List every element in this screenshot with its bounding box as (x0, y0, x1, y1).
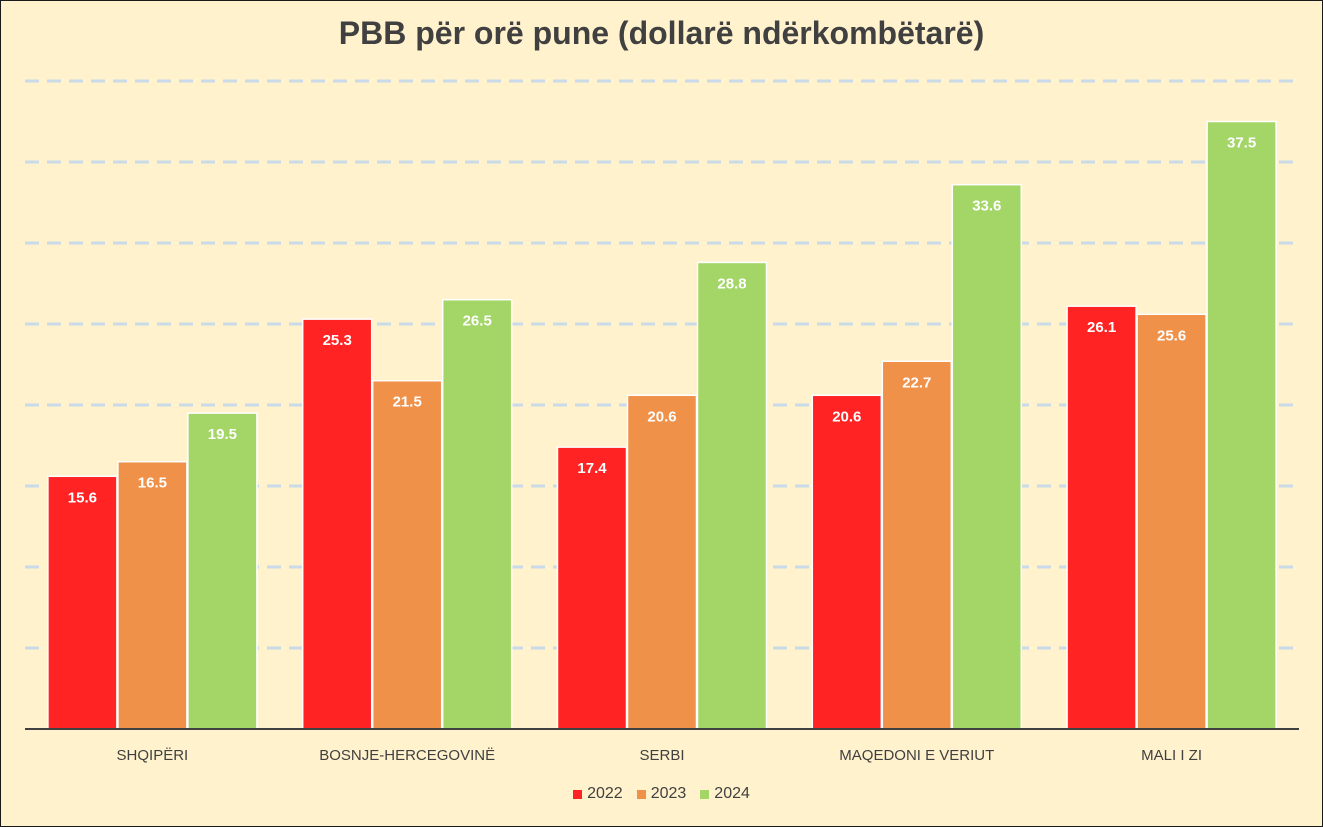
data-label: 37.5 (1227, 135, 1256, 152)
data-label: 17.4 (577, 460, 607, 477)
data-label: 22.7 (902, 374, 931, 391)
bar-2024 (951, 183, 1023, 730)
bar-2023 (371, 379, 443, 730)
bar-2022 (811, 394, 883, 730)
data-label: 15.6 (68, 489, 97, 506)
legend-item-2024: 2024 (700, 785, 750, 803)
data-label: 21.5 (393, 394, 422, 411)
data-label: 28.8 (717, 275, 746, 292)
bar-2022 (301, 318, 373, 730)
data-label: 26.5 (463, 313, 492, 330)
legend: 2022 2023 2024 (1, 785, 1322, 803)
category-label: SHQIPËRI (117, 747, 189, 764)
legend-label: 2022 (587, 785, 623, 802)
legend-label: 2023 (650, 785, 687, 802)
data-label: 25.6 (1157, 327, 1186, 344)
bar-2022 (556, 446, 628, 730)
bar-2022 (1066, 305, 1137, 730)
data-label: 25.3 (323, 332, 352, 349)
legend-label: 2024 (714, 785, 750, 802)
bar-2023 (881, 360, 953, 730)
data-label: 19.5 (208, 426, 237, 443)
bar-2024 (187, 412, 258, 730)
bar-2023 (626, 394, 698, 730)
legend-item-2022: 2022 (573, 785, 623, 803)
category-label: MALI I ZI (1141, 747, 1202, 764)
category-label: SERBI (639, 747, 684, 764)
bar-2024 (1206, 120, 1277, 730)
legend-item-2023: 2023 (636, 785, 687, 803)
category-label: MAQEDONI E VERIUT (839, 747, 994, 764)
data-label: 33.6 (972, 198, 1001, 215)
legend-swatch (573, 789, 583, 799)
data-label: 20.6 (832, 408, 861, 425)
data-label: 16.5 (138, 475, 167, 492)
bar-2024 (696, 261, 768, 730)
data-label: 20.6 (647, 408, 676, 425)
bar-2024 (441, 298, 513, 730)
legend-swatch (700, 789, 710, 799)
data-label: 26.1 (1087, 319, 1116, 336)
bar-2022 (47, 475, 118, 730)
chart-title: PBB për orë pune (dollarë ndërkombëtarë) (338, 15, 985, 51)
category-label: BOSNJE-HERCEGOVINË (319, 747, 495, 764)
bar-2023 (1136, 313, 1207, 730)
legend-swatch (636, 789, 646, 799)
bar-2023 (117, 460, 188, 730)
